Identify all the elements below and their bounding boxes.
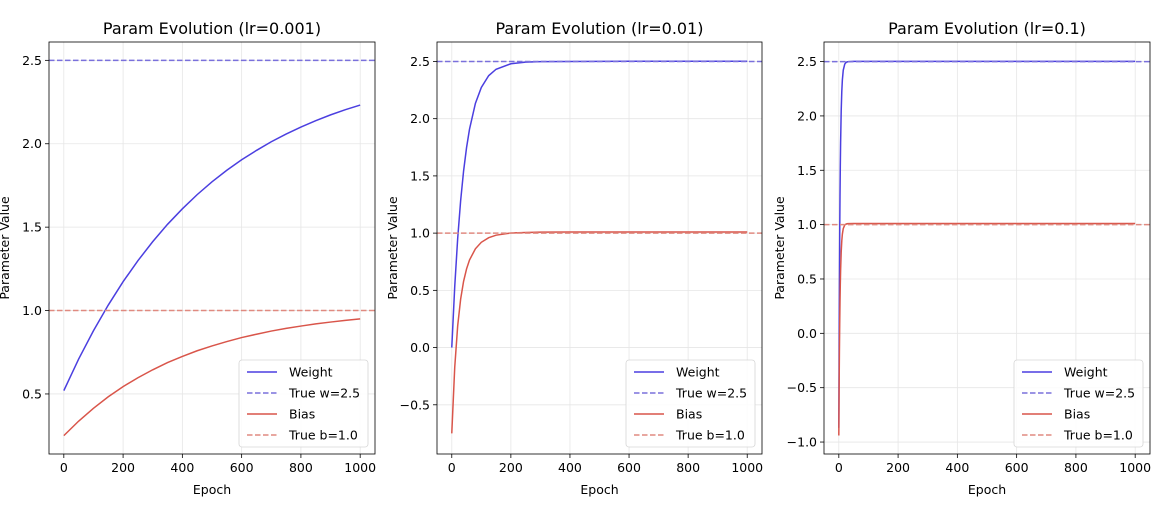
legend-label: True w=2.5 bbox=[288, 386, 360, 401]
y-tick-label: 1.5 bbox=[797, 163, 817, 178]
axes-frame bbox=[823, 41, 1151, 455]
x-tick-label: 800 bbox=[289, 460, 313, 475]
chart-title: Param Evolution (lr=0.01) bbox=[495, 19, 703, 38]
y-tick-label: 2.5 bbox=[410, 54, 430, 69]
chart-panel-3: 0 200 400 600 800 1000 −1.0 −0.5 0.0 0.5 1.0 1.5 2.0… bbox=[772, 19, 1151, 497]
legend-label: True b=1.0 bbox=[1063, 428, 1133, 443]
x-tick-label: 600 bbox=[1005, 460, 1029, 475]
y-tick-label: 2.0 bbox=[22, 136, 42, 151]
x-tick-label: 200 bbox=[111, 460, 135, 475]
y-tick-label: −0.5 bbox=[787, 380, 817, 395]
x-tick-label: 200 bbox=[886, 460, 910, 475]
series-line-weight bbox=[63, 104, 361, 391]
x-tick-label: 0 bbox=[835, 460, 843, 475]
x-tick-label: 600 bbox=[617, 460, 641, 475]
y-tick-label: 0.5 bbox=[797, 271, 817, 286]
legend: Weight True w=2.5 Bias True b=1.0 bbox=[1013, 359, 1144, 448]
y-axis-label: Parameter Value bbox=[0, 196, 12, 300]
y-tick-label: 2.5 bbox=[22, 53, 42, 68]
y-tick-label: 0.5 bbox=[410, 283, 430, 298]
series-line-weight bbox=[451, 60, 748, 348]
x-tick-label: 400 bbox=[945, 460, 969, 475]
x-tick-label: 800 bbox=[676, 460, 700, 475]
x-axis-label: Epoch bbox=[580, 482, 618, 497]
x-tick-label: 1000 bbox=[1119, 460, 1151, 475]
y-tick-label: 1.0 bbox=[410, 226, 430, 241]
y-tick-label: −0.5 bbox=[400, 397, 430, 412]
x-tick-label: 400 bbox=[170, 460, 194, 475]
legend-label: Weight bbox=[676, 365, 720, 380]
chart-panel-1: 0 200 400 600 800 1000 0.5 1.0 1.5 2.0 2.5 Param Ev… bbox=[0, 19, 376, 497]
chart-title: Param Evolution (lr=0.001) bbox=[103, 19, 321, 38]
x-tick-label: 1000 bbox=[344, 460, 376, 475]
x-tick-label: 800 bbox=[1064, 460, 1088, 475]
legend-box bbox=[625, 359, 756, 448]
legend-label: Bias bbox=[1064, 407, 1090, 422]
y-tick-label: 2.5 bbox=[797, 54, 817, 69]
y-axis-label: Parameter Value bbox=[385, 196, 400, 300]
x-tick-label: 0 bbox=[448, 460, 456, 475]
legend-label: True b=1.0 bbox=[675, 428, 745, 443]
y-tick-label: 1.0 bbox=[797, 217, 817, 232]
legend-label: Weight bbox=[289, 365, 333, 380]
x-tick-label: 1000 bbox=[731, 460, 763, 475]
legend-box bbox=[238, 359, 369, 448]
series-line-bias bbox=[838, 222, 1136, 436]
legend-label: True b=1.0 bbox=[288, 428, 358, 443]
y-tick-label: 1.0 bbox=[22, 303, 42, 318]
series-line-bias bbox=[63, 318, 361, 437]
legend-label: True w=2.5 bbox=[675, 386, 747, 401]
x-tick-label: 200 bbox=[499, 460, 523, 475]
axes-frame bbox=[48, 41, 376, 455]
y-tick-label: 0.0 bbox=[797, 326, 817, 341]
plot-area bbox=[437, 60, 762, 434]
chart-title: Param Evolution (lr=0.1) bbox=[888, 19, 1086, 38]
y-tick-label: 0.0 bbox=[410, 340, 430, 355]
legend-label: Bias bbox=[676, 407, 702, 422]
legend-label: Weight bbox=[1064, 365, 1108, 380]
plot-area bbox=[49, 59, 375, 437]
y-axis-label: Parameter Value bbox=[772, 196, 787, 300]
axes-frame bbox=[436, 41, 763, 455]
x-axis-label: Epoch bbox=[193, 482, 231, 497]
legend: Weight True w=2.5 Bias True b=1.0 bbox=[238, 359, 369, 448]
legend-label: True w=2.5 bbox=[1063, 386, 1135, 401]
y-tick-label: 1.5 bbox=[410, 168, 430, 183]
chart-panel-2: 0 200 400 600 800 1000 −0.5 0.0 0.5 1.0 1.5 2.0 2.5 P… bbox=[385, 19, 763, 497]
legend: Weight True w=2.5 Bias True b=1.0 bbox=[625, 359, 756, 448]
legend-label: Bias bbox=[289, 407, 315, 422]
y-tick-label: 2.0 bbox=[410, 111, 430, 126]
x-tick-label: 0 bbox=[60, 460, 68, 475]
y-tick-label: 1.5 bbox=[22, 220, 42, 235]
y-tick-label: 0.5 bbox=[22, 386, 42, 401]
y-tick-label: 2.0 bbox=[797, 108, 817, 123]
x-tick-label: 400 bbox=[558, 460, 582, 475]
plot-area bbox=[824, 60, 1150, 436]
series-line-bias bbox=[451, 231, 748, 434]
x-axis-label: Epoch bbox=[968, 482, 1006, 497]
y-tick-label: −1.0 bbox=[787, 435, 817, 450]
legend-box bbox=[1013, 359, 1144, 448]
x-tick-label: 600 bbox=[230, 460, 254, 475]
